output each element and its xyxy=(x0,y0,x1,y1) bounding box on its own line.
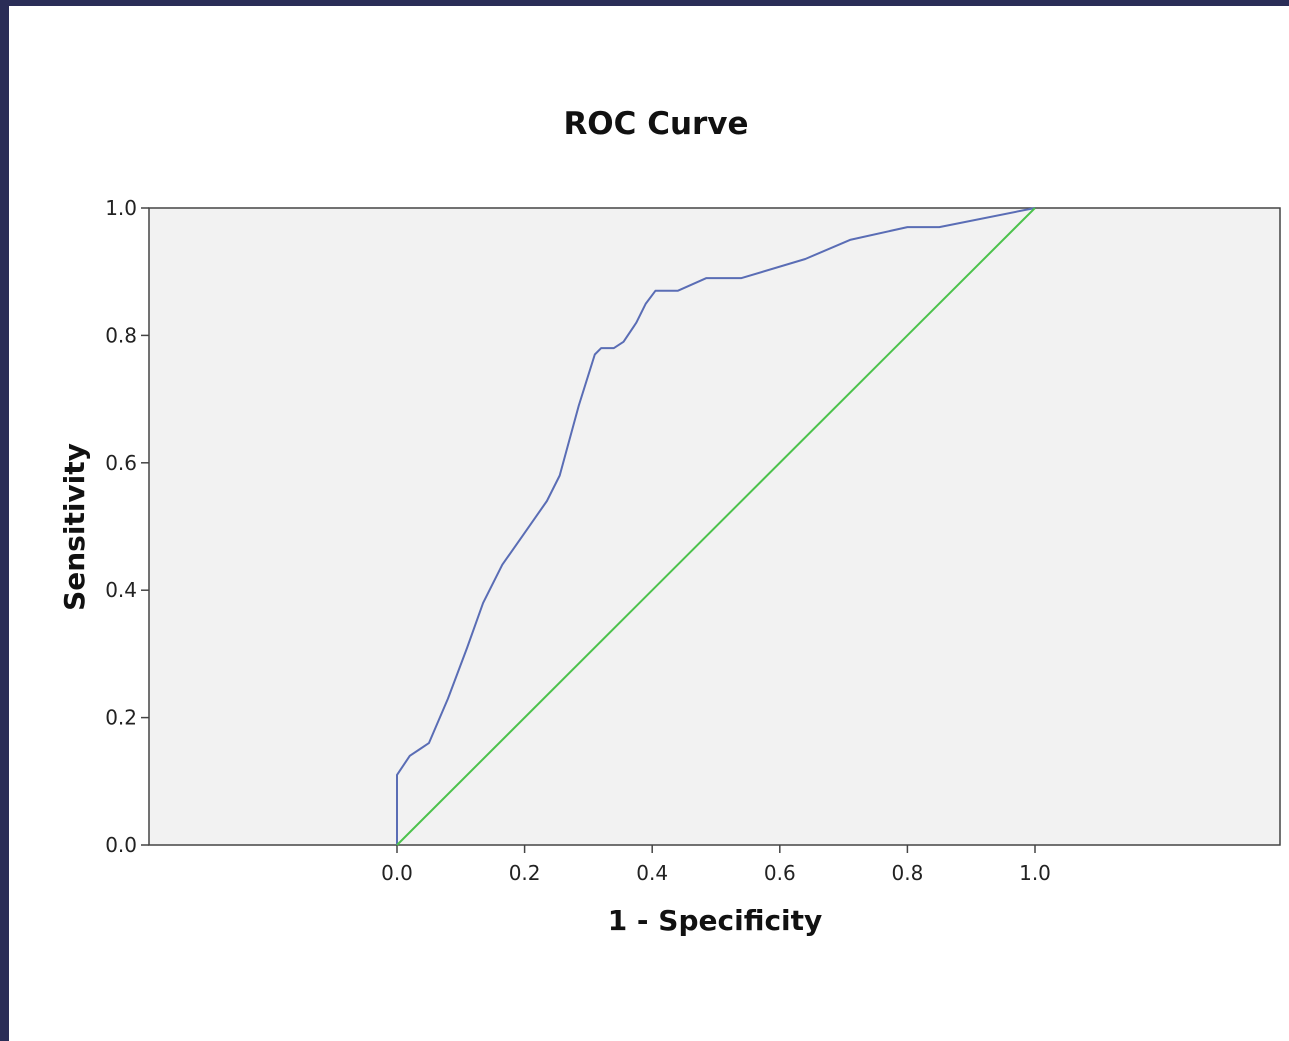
y-tick-label: 0.4 xyxy=(105,578,137,602)
roc-chart: ROC Curve 0.00.20.40.60.81.0 0.0 0.2 0.4 0.… xyxy=(58,106,1281,937)
y-tick-label: 0.8 xyxy=(105,323,137,347)
chart-title: ROC Curve xyxy=(563,106,748,142)
x-tick-label: 0.4 xyxy=(636,861,668,885)
y-tick-label: 1.0 xyxy=(105,196,137,220)
x-tick-label: 1.0 xyxy=(1019,861,1051,885)
x-tick-label: 0.6 xyxy=(764,861,796,885)
roc-curve-line xyxy=(396,207,1036,845)
x-axis: 0.0 0.2 0.4 0.6 0.8 1.0 xyxy=(381,845,1051,885)
y-tick-label: 0.0 xyxy=(105,833,137,857)
y-axis-title: Sensitivity xyxy=(58,443,91,611)
x-tick-label: 0.2 xyxy=(509,861,541,885)
x-tick-label: 0.8 xyxy=(891,861,923,885)
plot-area xyxy=(148,207,1281,846)
series-layer xyxy=(396,207,1036,846)
y-tick-label: 0.2 xyxy=(105,706,137,730)
x-axis-title: 1 - Specificity xyxy=(608,904,823,937)
chart-canvas: ROC Curve 0.0 0.2 0.4 0.6 0.8 1.0 0.0 0.2 0.4 0.… xyxy=(9,6,1289,1041)
reference-diagonal-line xyxy=(396,207,1036,846)
x-tick-label: 0.0 xyxy=(381,861,413,885)
y-tick-label: 0.6 xyxy=(105,451,137,475)
y-axis: 0.0 0.2 0.4 0.6 0.8 1.0 xyxy=(105,196,149,857)
